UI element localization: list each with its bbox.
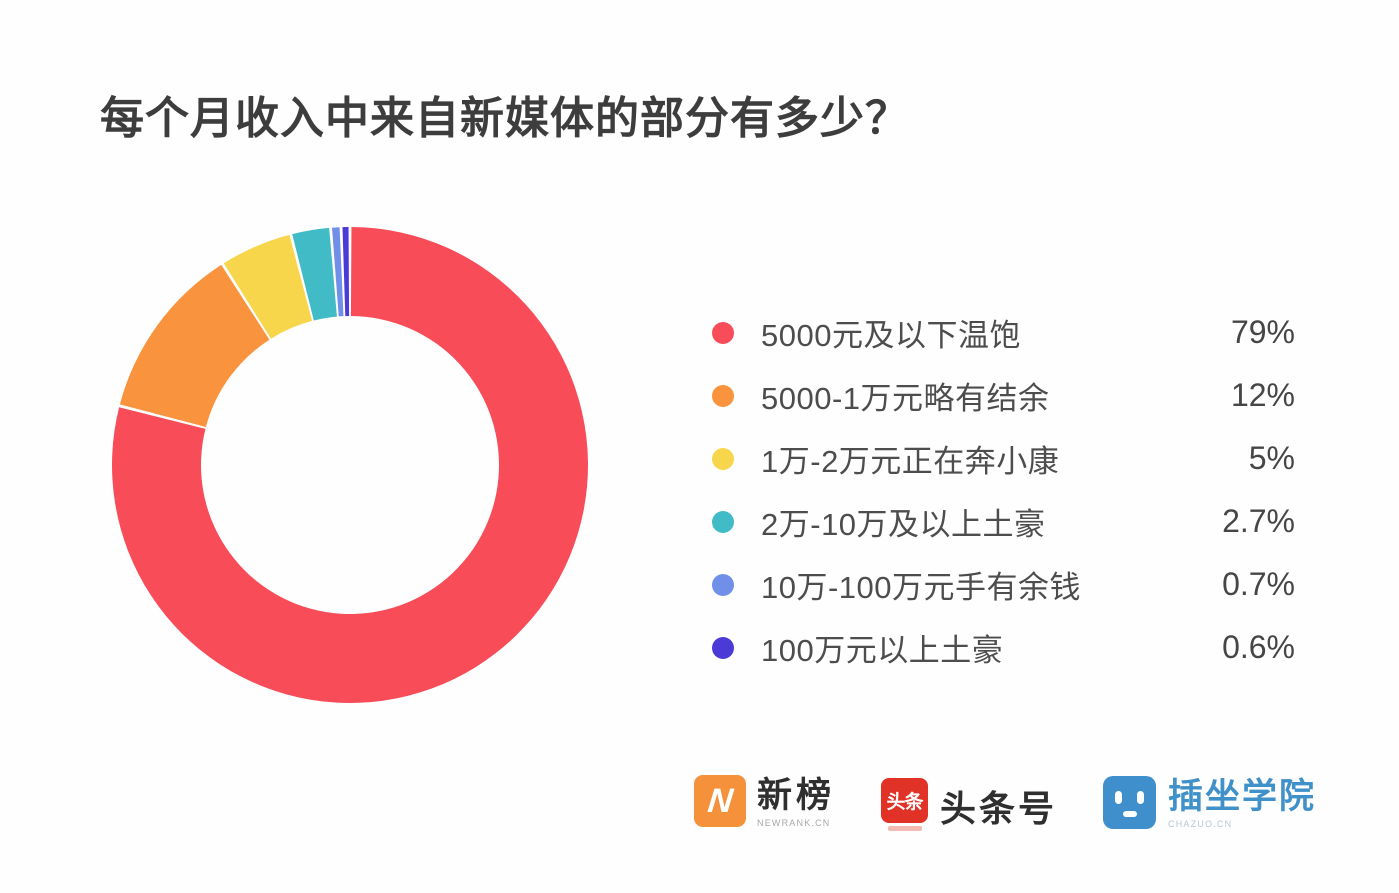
toutiao-logo-icon: 头条 [881, 778, 928, 823]
donut-slice [332, 227, 344, 317]
legend-value: 5% [1248, 440, 1295, 476]
chart-title: 每个月收入中来自新媒体的部分有多少？ [100, 94, 910, 143]
legend-label: 5000-1万元略有结余 [761, 381, 1050, 416]
toutiao-brand: 头条 头条号 [881, 775, 1057, 832]
newrank-n-glyph: N [705, 782, 735, 820]
donut-slice [342, 227, 350, 317]
legend-item: 2万-10万及以上土豪 2.7% [712, 490, 1295, 553]
legend-item: 5000元及以下温饱 79% [712, 301, 1295, 364]
legend-label: 2万-10万及以上土豪 [761, 507, 1046, 542]
legend-color-dot [712, 510, 734, 533]
toutiao-logo-caption-bar [887, 826, 922, 831]
legend-value: 2.7% [1222, 503, 1295, 539]
legend-color-dot [712, 636, 734, 659]
chazuo-brand: 插坐学院 CHAZUO.CN [1103, 775, 1316, 829]
donut-slice [119, 264, 270, 428]
legend-color-dot [712, 447, 734, 470]
toutiao-name: 头条号 [940, 788, 1058, 829]
donut-slice [292, 227, 337, 321]
legend-value: 0.6% [1222, 629, 1295, 665]
newrank-wordmark: 新榜 NEWRANK.CN [757, 775, 836, 828]
legend-item: 1万-2万元正在奔小康 5% [712, 427, 1295, 490]
toutiao-badge-text: 头条 [886, 792, 923, 813]
chazuo-logo-icon [1103, 776, 1156, 829]
legend-label: 5000元及以下温饱 [761, 318, 1021, 353]
chazuo-url: CHAZUO.CN [1168, 818, 1233, 829]
legend-label: 100万元以上土豪 [761, 633, 1004, 668]
legend-value: 12% [1230, 377, 1295, 413]
chazuo-wordmark: 插坐学院 CHAZUO.CN [1168, 775, 1317, 829]
chazuo-name: 插坐学院 [1168, 777, 1317, 816]
chart-legend: 5000元及以下温饱 79% 5000-1万元略有结余 12% 1万-2万元正在… [712, 301, 1295, 679]
robot-eye-icon [1115, 791, 1122, 804]
donut-slice [223, 234, 313, 339]
newrank-url: NEWRANK.CN [757, 817, 831, 828]
legend-color-dot [712, 384, 734, 407]
newrank-name: 新榜 [757, 776, 836, 815]
robot-eye-icon [1137, 791, 1144, 804]
legend-item: 100万元以上土豪 0.6% [712, 616, 1295, 679]
legend-color-dot [712, 573, 734, 596]
newrank-logo-icon: N [694, 775, 746, 827]
legend-value: 79% [1230, 314, 1295, 350]
legend-value: 0.7% [1222, 566, 1295, 602]
toutiao-logo-block: 头条 [881, 775, 928, 831]
donut-slice [112, 227, 589, 703]
newrank-brand: N 新榜 NEWRANK.CN [694, 775, 835, 828]
donut-chart [112, 227, 589, 703]
legend-label: 1万-2万元正在奔小康 [761, 444, 1060, 479]
legend-color-dot [712, 321, 734, 344]
legend-label: 10万-100万元手有余钱 [761, 570, 1082, 605]
legend-item: 5000-1万元略有结余 12% [712, 364, 1295, 427]
legend-item: 10万-100万元手有余钱 0.7% [712, 553, 1295, 616]
robot-mouth-icon [1122, 811, 1137, 817]
